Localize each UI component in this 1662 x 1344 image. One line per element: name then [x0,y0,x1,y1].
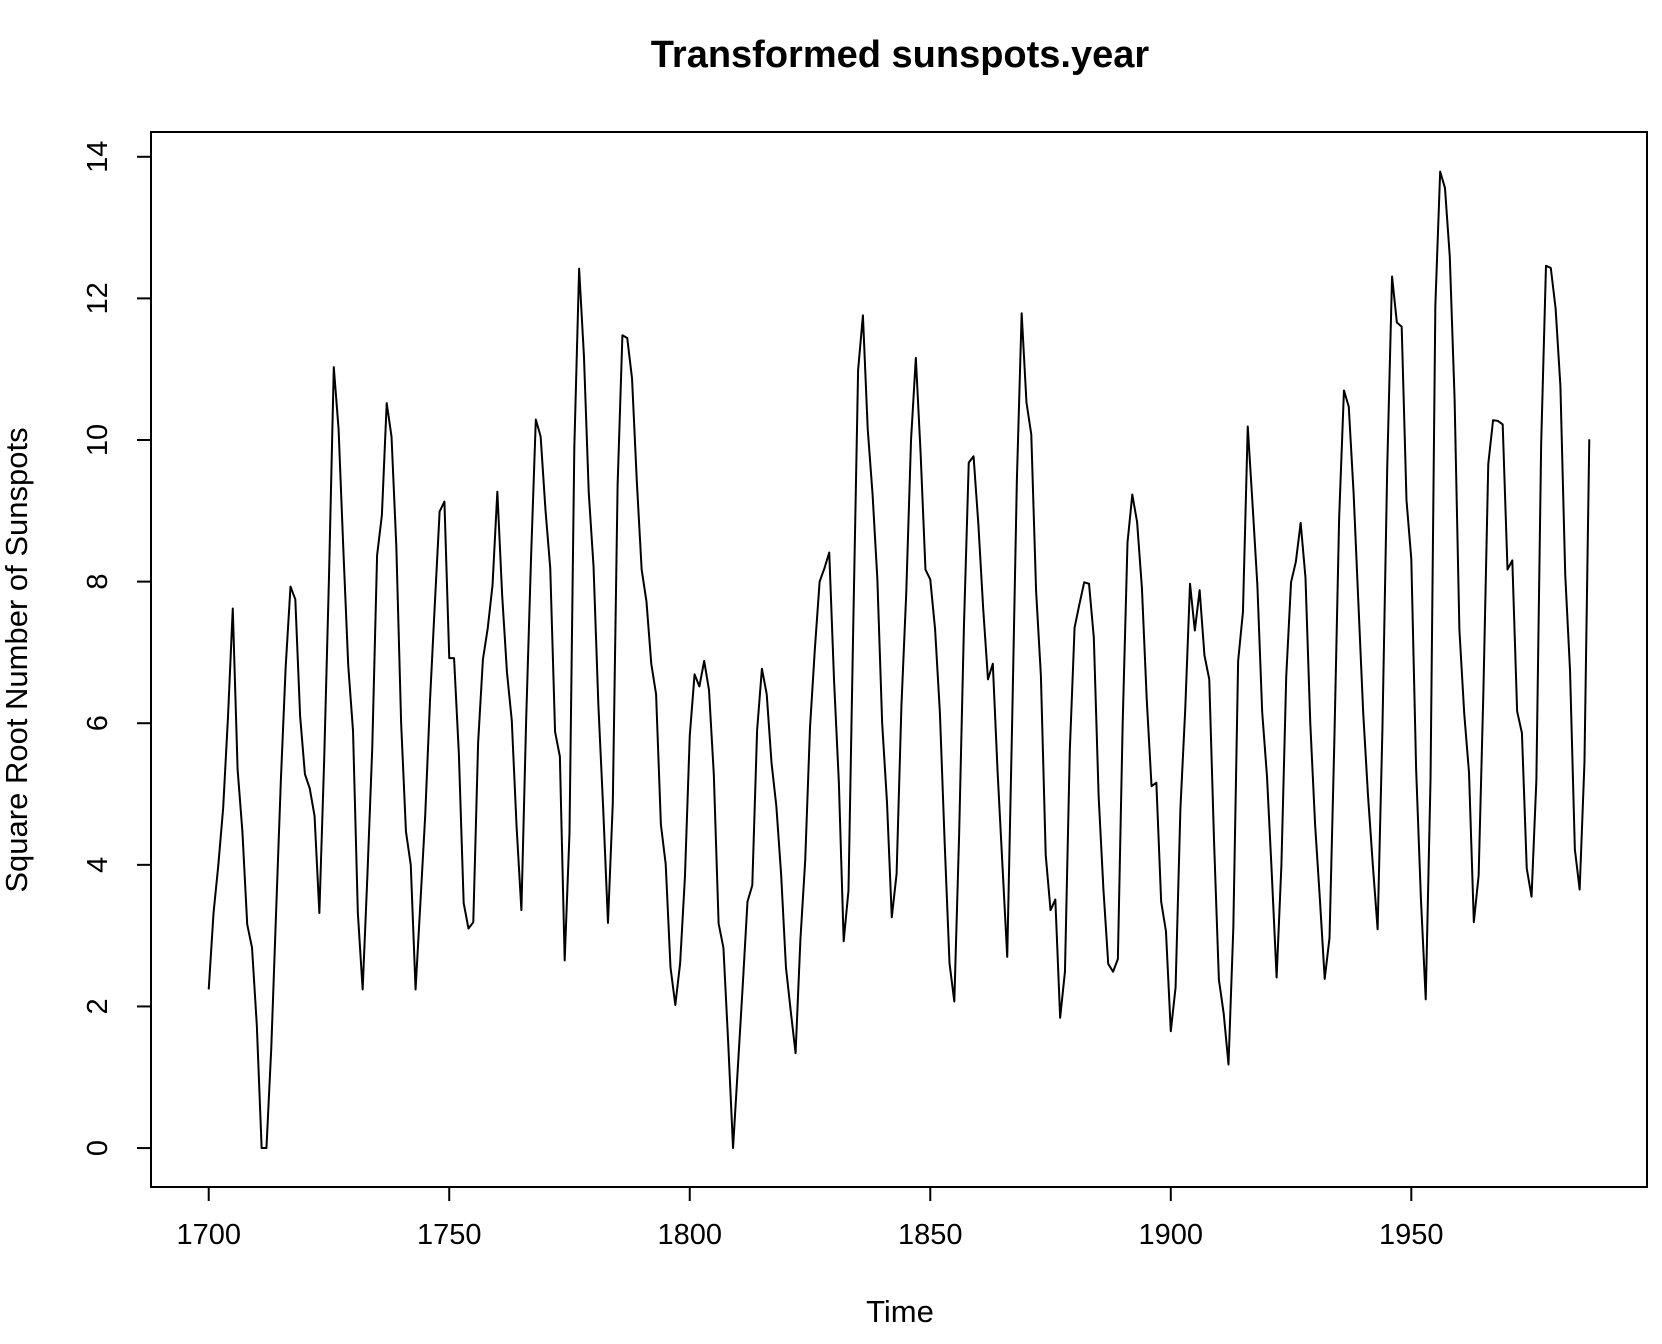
x-ticks: 1700 1750 1800 1850 1900 1950 [176,1187,1444,1251]
y-tick-label: 6 [82,715,114,731]
y-tick-label: 2 [82,998,114,1014]
y-axis-label: Square Root Number of Sunspots [0,427,34,892]
x-tick-label: 1950 [1379,1219,1444,1251]
y-tick-label: 8 [82,574,114,590]
x-tick-label: 1900 [1139,1219,1204,1251]
y-tick-label: 14 [82,141,114,173]
x-axis: 1700 1750 1800 1850 1900 1950 [176,1186,1444,1251]
y-axis: 0 2 4 6 8 10 12 14 [82,141,152,1156]
y-ticks: 0 2 4 6 8 10 12 14 [82,141,151,1156]
x-tick-label: 1850 [898,1219,963,1251]
y-tick-label: 0 [82,1140,114,1156]
series-line [207,170,1591,1150]
x-tick-label: 1750 [417,1219,482,1251]
y-tick-label: 4 [82,857,114,873]
x-axis-label: Time [866,1294,934,1329]
x-tick-label: 1800 [657,1219,722,1251]
chart-title: Transformed sunspots.year [651,34,1150,76]
x-tick-label: 1700 [176,1219,241,1251]
y-tick-label: 12 [82,282,114,314]
y-tick-label: 10 [82,424,114,456]
